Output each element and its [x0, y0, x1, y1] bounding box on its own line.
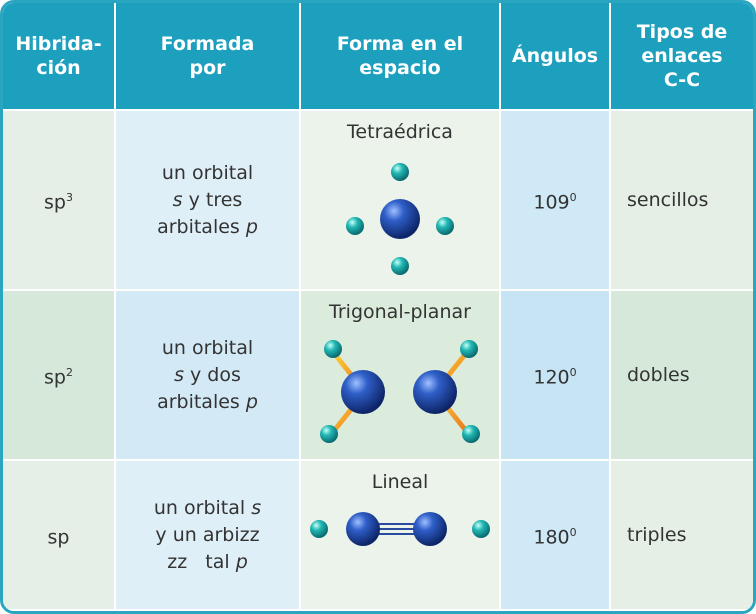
- superscript: 3: [65, 190, 73, 204]
- text-segment: y un arbizz: [155, 523, 260, 546]
- text-segment: arbitales: [157, 390, 246, 413]
- header-text: espacio: [359, 57, 441, 79]
- molecule: [320, 340, 480, 443]
- base: 180: [533, 526, 570, 549]
- hybridization-text: sp: [48, 519, 70, 551]
- text-segment: s: [174, 363, 184, 386]
- text-segment: zz tal: [167, 550, 236, 573]
- superscript: 0: [569, 525, 577, 539]
- molecule-wrap: [330, 154, 470, 292]
- molecule-wrap: [305, 334, 495, 462]
- line: un orbital: [162, 160, 253, 187]
- formed-by: un orbital s y tres arbitales p: [116, 111, 301, 291]
- text-segment: y tres: [182, 188, 243, 211]
- angle-text: 1800: [533, 519, 576, 551]
- header-cell: Forma en el espacio: [301, 3, 501, 111]
- shape: Tetraédrica: [301, 111, 501, 291]
- bond-type-text: triples: [627, 523, 687, 546]
- hybridization-text: sp2: [44, 359, 73, 391]
- text-segment: y dos: [183, 363, 241, 386]
- line: un orbital s: [154, 495, 261, 522]
- header-text: Hibrida-: [15, 33, 102, 55]
- angle: 1800: [501, 461, 611, 611]
- molecule: [346, 163, 454, 275]
- line: arbitales p: [157, 214, 258, 241]
- line: s y tres: [173, 187, 243, 214]
- hybridization-text: sp3: [44, 184, 73, 216]
- shape-name: Trigonal-planar: [329, 301, 471, 323]
- base: sp: [47, 526, 70, 549]
- angle-text: 1090: [533, 184, 576, 216]
- text-segment: p: [235, 550, 248, 573]
- bond-type: dobles: [611, 291, 753, 461]
- shape: Lineal: [301, 461, 501, 611]
- bond-type: sencillos: [611, 111, 753, 291]
- header-text: enlaces: [641, 45, 723, 67]
- text-segment: s: [251, 496, 262, 519]
- line: un orbital: [162, 335, 253, 362]
- header-cell: Ángulos: [501, 3, 611, 111]
- header-cell: Hibrida-ción: [3, 3, 116, 111]
- hybridization: sp2: [3, 291, 116, 461]
- text-segment: s: [172, 188, 183, 211]
- bond-type: triples: [611, 461, 753, 611]
- line: arbitales p: [157, 389, 258, 416]
- header-text: ción: [36, 57, 81, 79]
- header-text: Formada: [160, 33, 255, 55]
- shape-name: Lineal: [371, 471, 429, 493]
- header-text: Tipos de: [636, 21, 728, 43]
- text-segment: un orbital: [153, 496, 252, 519]
- line: zz tal p: [167, 549, 248, 576]
- text-segment: p: [245, 390, 258, 413]
- header-cell: Formada por: [116, 3, 301, 111]
- header-text: Forma en el: [336, 33, 464, 55]
- superscript: 0: [569, 190, 577, 204]
- hybridization: sp3: [3, 111, 116, 291]
- angle: 1200: [501, 291, 611, 461]
- shape: Trigonal-planar: [301, 291, 501, 461]
- line: s y dos: [174, 362, 241, 389]
- header-text: Ángulos: [511, 45, 599, 67]
- text-segment: un orbital: [161, 336, 254, 359]
- superscript: 0: [569, 365, 577, 379]
- bond-type-text: sencillos: [627, 188, 709, 211]
- angle-text: 1200: [533, 359, 576, 391]
- text-segment: arbitales: [157, 215, 246, 238]
- header-text: por: [189, 57, 226, 79]
- base: 120: [533, 366, 570, 389]
- base: sp: [44, 191, 66, 214]
- header-cell: Tipos de enlaces C-C: [611, 3, 753, 111]
- superscript: 2: [65, 365, 73, 379]
- formed-by: un orbital s y dos arbitales p: [116, 291, 301, 461]
- base: 109: [533, 191, 570, 214]
- molecule-wrap: [305, 504, 495, 562]
- text-segment: un orbital: [161, 161, 254, 184]
- base: sp: [44, 366, 66, 389]
- line: y un arbizz: [155, 522, 259, 549]
- bond-type-text: dobles: [627, 363, 690, 386]
- text-segment: p: [245, 215, 258, 238]
- hybridization: sp: [3, 461, 116, 611]
- shape-name: Tetraédrica: [347, 121, 453, 143]
- angle: 1090: [501, 111, 611, 291]
- molecule: [310, 512, 490, 546]
- header-text: C-C: [663, 69, 701, 91]
